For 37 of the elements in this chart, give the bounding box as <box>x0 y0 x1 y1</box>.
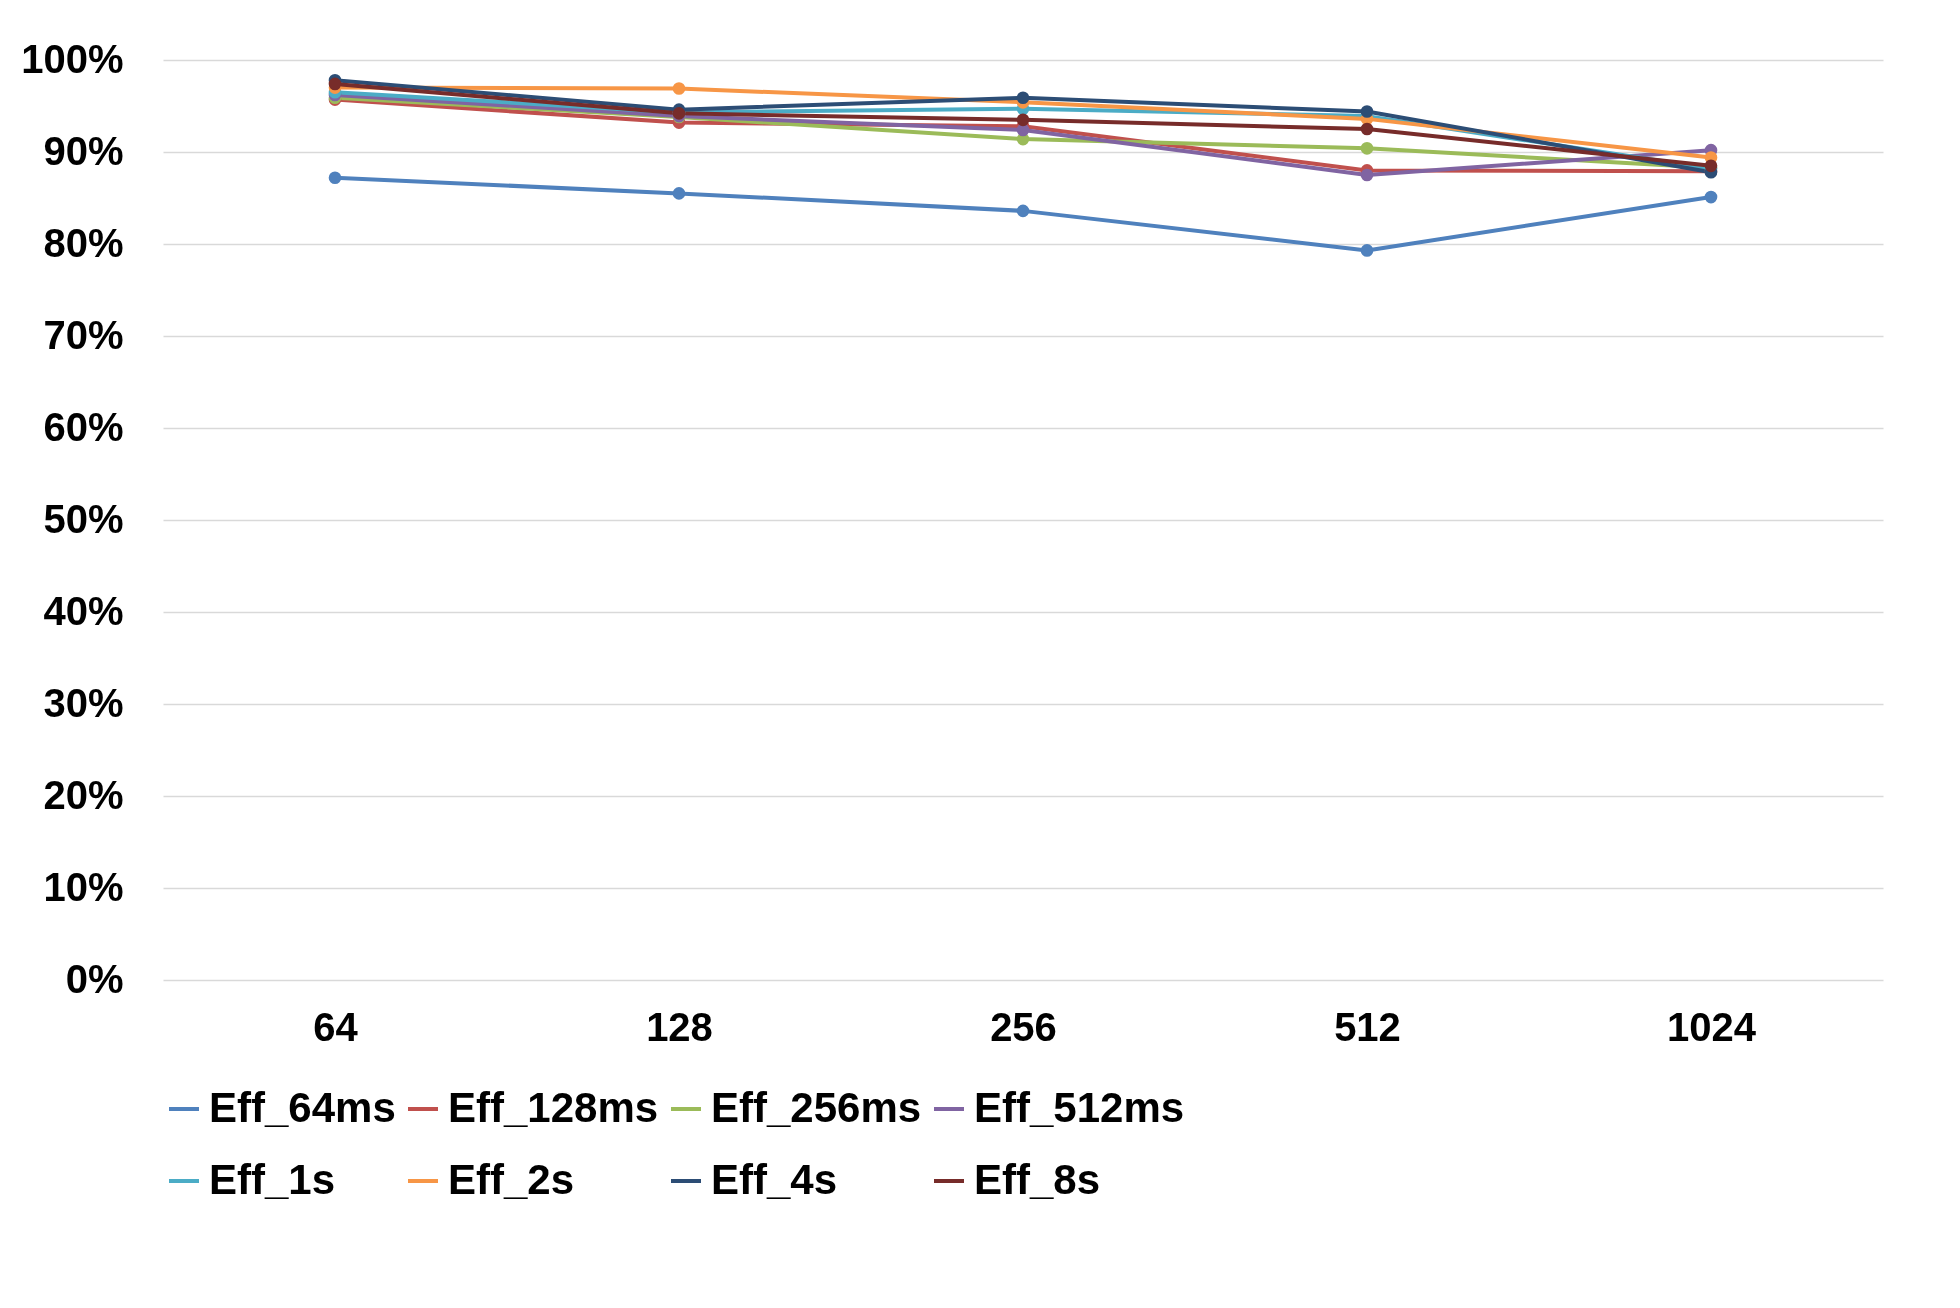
point <box>1360 122 1374 136</box>
point <box>328 77 342 91</box>
y-tick-label: 70% <box>43 312 124 357</box>
legend-label: Eff_128ms <box>448 1084 659 1131</box>
y-tick-label: 20% <box>43 772 124 817</box>
y-tick-label: 90% <box>43 128 124 173</box>
point <box>1360 168 1374 182</box>
y-tick-label: 40% <box>43 588 124 633</box>
y-tick-label: 100% <box>21 36 124 81</box>
y-tick-label: 30% <box>43 680 124 725</box>
legend-label: Eff_1s <box>209 1156 336 1203</box>
point <box>1360 142 1374 155</box>
point <box>672 82 686 95</box>
x-tick-label: 256 <box>990 1004 1057 1049</box>
y-tick-label: 60% <box>43 404 124 449</box>
y-tick-label: 50% <box>43 496 124 541</box>
y-tick-label: 0% <box>65 956 124 1001</box>
point <box>1016 91 1030 105</box>
legend-label: Eff_8s <box>974 1156 1101 1203</box>
legend-label: Eff_512ms <box>974 1084 1185 1131</box>
point <box>1360 105 1374 118</box>
point <box>1360 244 1374 257</box>
y-tick-label: 80% <box>43 220 124 265</box>
point <box>1016 113 1030 127</box>
legend-label: Eff_64ms <box>209 1084 396 1131</box>
point <box>328 171 342 185</box>
legend-label: Eff_4s <box>711 1156 838 1203</box>
y-tick-label: 10% <box>43 864 124 909</box>
x-tick-label: 512 <box>1334 1004 1401 1049</box>
legend-label: Eff_256ms <box>711 1084 922 1131</box>
x-tick-label: 1024 <box>1667 1004 1757 1049</box>
legend-label: Eff_2s <box>448 1156 575 1203</box>
point <box>1704 190 1718 204</box>
x-tick-label: 128 <box>646 1004 713 1049</box>
point <box>672 187 686 200</box>
point <box>1016 204 1030 218</box>
x-tick-label: 64 <box>313 1004 359 1049</box>
